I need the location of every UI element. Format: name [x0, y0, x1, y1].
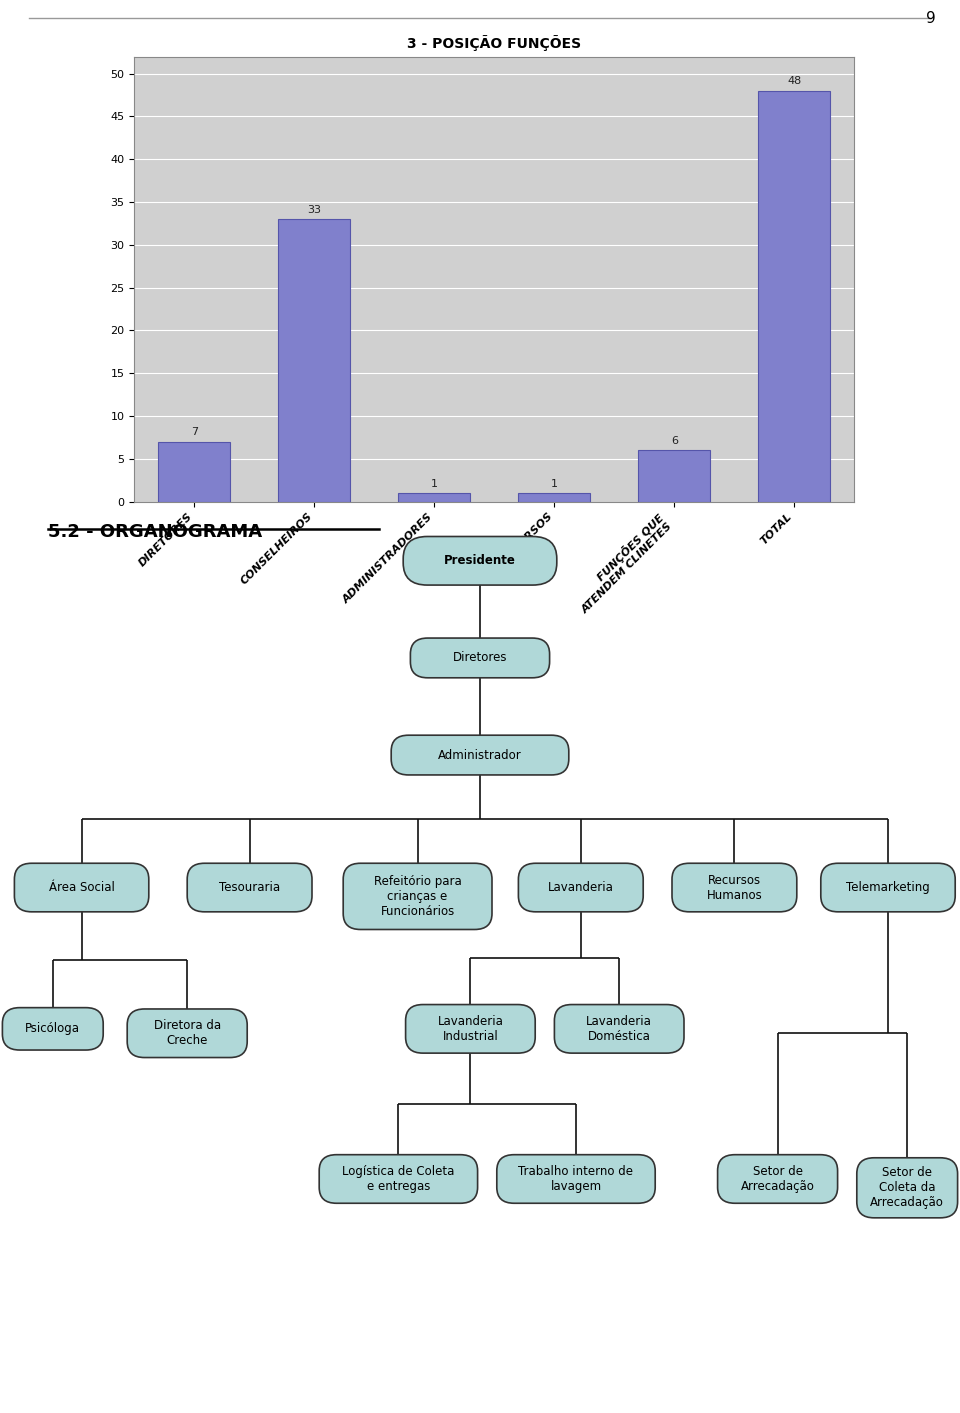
Text: 33: 33: [307, 205, 322, 215]
FancyBboxPatch shape: [319, 1154, 477, 1204]
FancyBboxPatch shape: [821, 863, 955, 911]
Text: 48: 48: [787, 76, 802, 86]
Text: Administrador: Administrador: [438, 749, 522, 762]
Text: Lavanderia
Doméstica: Lavanderia Doméstica: [587, 1015, 652, 1043]
Text: Setor de
Coleta da
Arrecadação: Setor de Coleta da Arrecadação: [871, 1166, 944, 1210]
Text: Recursos
Humanos: Recursos Humanos: [707, 873, 762, 901]
Text: Setor de
Arrecadação: Setor de Arrecadação: [741, 1164, 814, 1193]
Text: Lavanderia: Lavanderia: [548, 882, 613, 894]
Text: Trabalho interno de
lavagem: Trabalho interno de lavagem: [518, 1164, 634, 1193]
Bar: [518, 493, 590, 502]
Text: Lavanderia
Industrial: Lavanderia Industrial: [438, 1015, 503, 1043]
Text: 9: 9: [926, 11, 936, 27]
Text: Diretores: Diretores: [453, 651, 507, 664]
FancyBboxPatch shape: [856, 1157, 957, 1218]
FancyBboxPatch shape: [403, 537, 557, 585]
Bar: [398, 493, 470, 502]
Text: Telemarketing: Telemarketing: [846, 882, 930, 894]
FancyBboxPatch shape: [344, 863, 492, 930]
Text: Tesouraria: Tesouraria: [219, 882, 280, 894]
Bar: [158, 442, 230, 502]
FancyBboxPatch shape: [14, 863, 149, 911]
Text: Logística de Coleta
e entregas: Logística de Coleta e entregas: [342, 1164, 455, 1193]
FancyBboxPatch shape: [405, 1005, 536, 1053]
Bar: [278, 219, 350, 502]
FancyBboxPatch shape: [187, 863, 312, 911]
FancyBboxPatch shape: [392, 735, 568, 774]
FancyBboxPatch shape: [411, 639, 549, 678]
FancyBboxPatch shape: [672, 863, 797, 911]
Text: 7: 7: [191, 427, 198, 438]
FancyBboxPatch shape: [127, 1009, 248, 1057]
Text: Refeitório para
crianças e
Funcionários: Refeitório para crianças e Funcionários: [373, 875, 462, 918]
Text: Presidente: Presidente: [444, 554, 516, 567]
FancyBboxPatch shape: [497, 1154, 655, 1204]
FancyBboxPatch shape: [555, 1005, 684, 1053]
Text: Diretora da
Creche: Diretora da Creche: [154, 1019, 221, 1047]
Text: 1: 1: [431, 479, 438, 489]
Text: Área Social: Área Social: [49, 882, 114, 894]
Text: 6: 6: [671, 437, 678, 447]
Bar: [638, 451, 710, 502]
FancyBboxPatch shape: [718, 1154, 837, 1204]
Title: 3 - POSIÇÃO FUNÇÕES: 3 - POSIÇÃO FUNÇÕES: [407, 35, 582, 51]
Text: 1: 1: [551, 479, 558, 489]
Text: Psicóloga: Psicóloga: [25, 1023, 81, 1036]
FancyBboxPatch shape: [518, 863, 643, 911]
Bar: [758, 90, 830, 502]
FancyBboxPatch shape: [3, 1007, 104, 1050]
Text: 5.2 - ORGANOGRAMA: 5.2 - ORGANOGRAMA: [48, 523, 262, 541]
